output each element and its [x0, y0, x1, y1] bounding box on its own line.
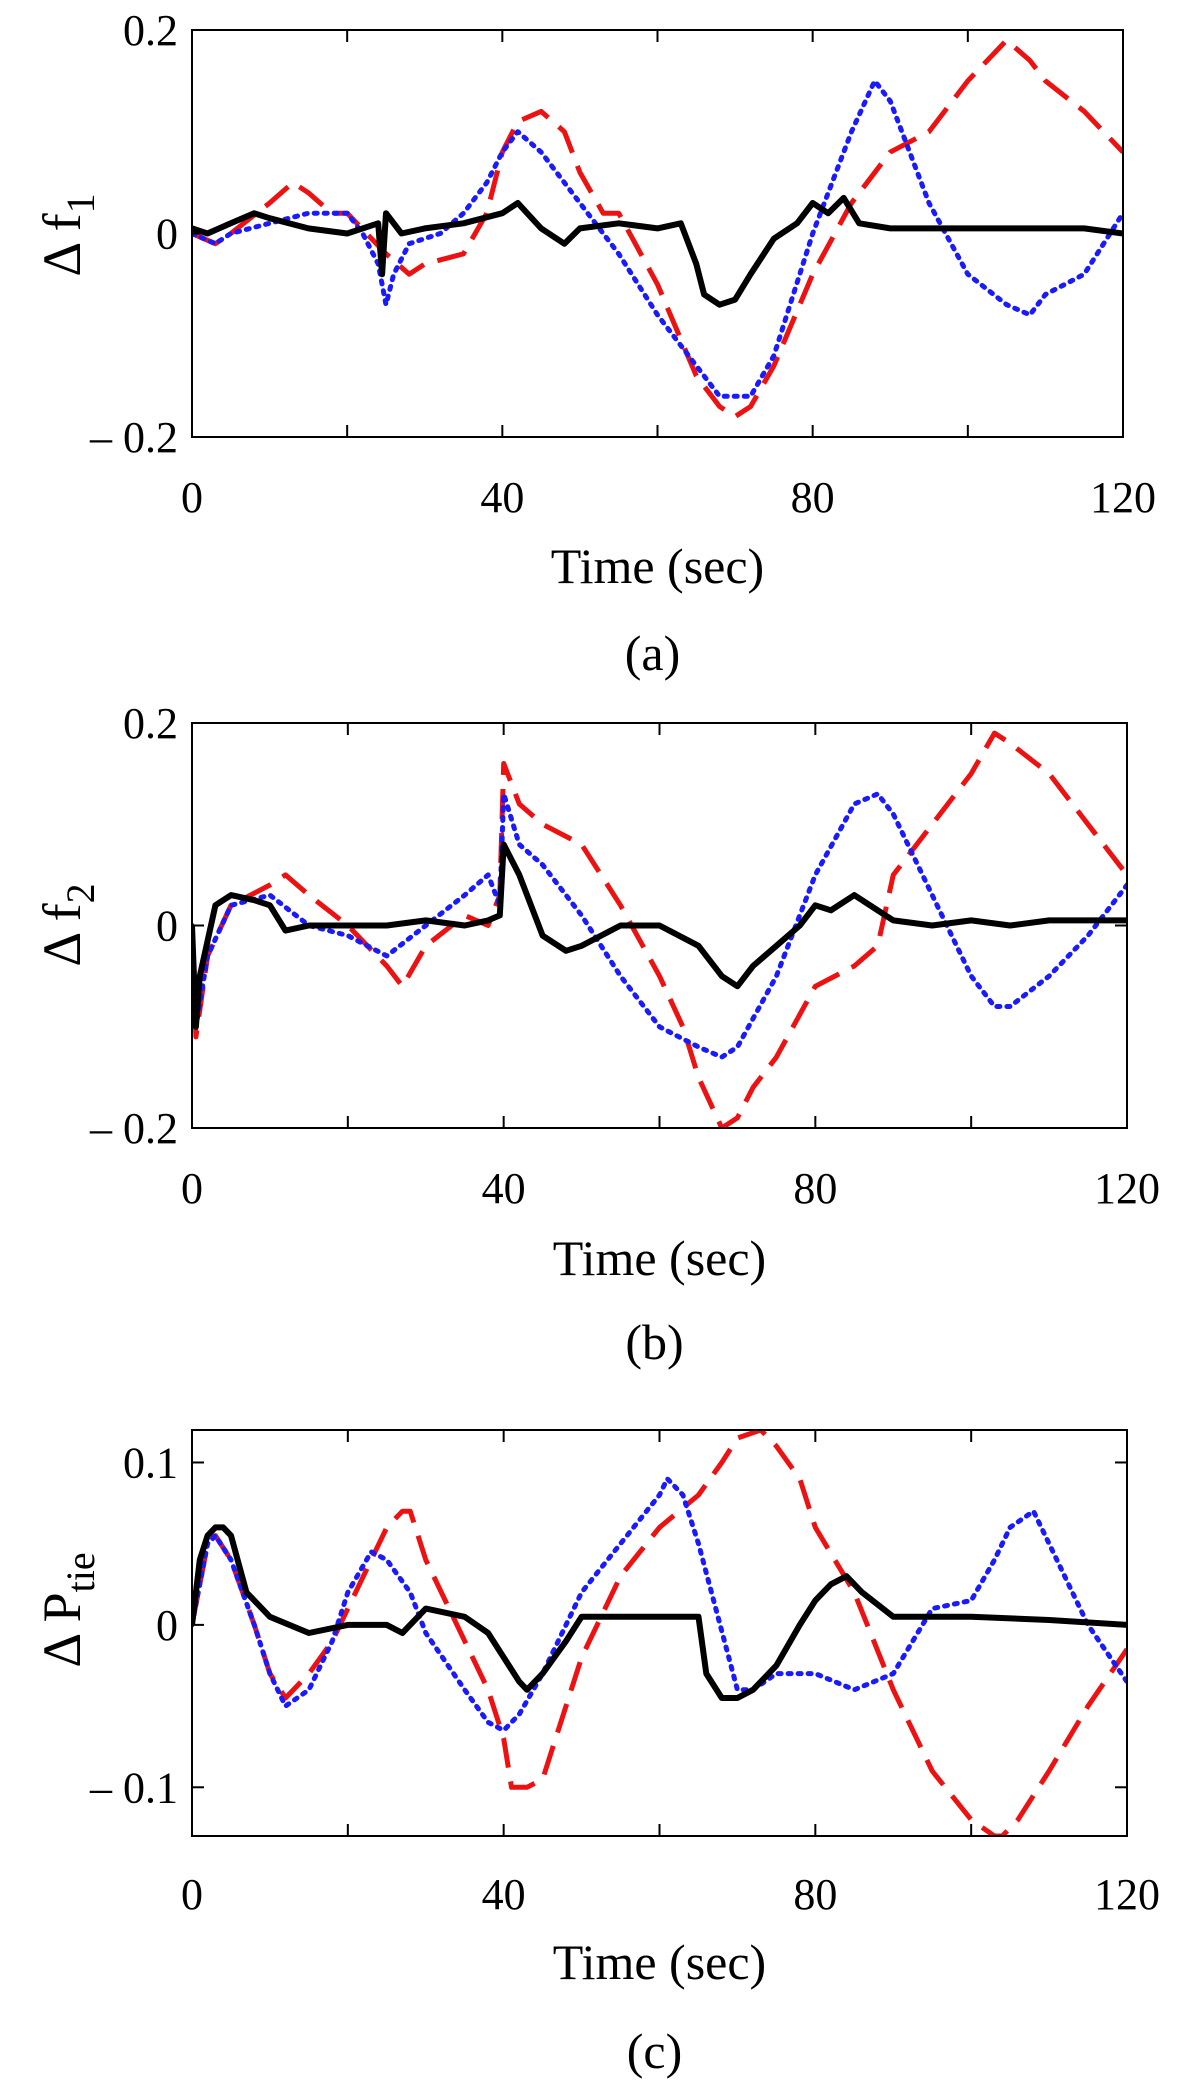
x-axis-label: Time (sec) — [553, 1230, 766, 1286]
y-axis-label-subscript: tie — [58, 1552, 103, 1592]
series-group — [192, 730, 1127, 1128]
x-tick-label: 0 — [181, 1164, 203, 1213]
y-axis-label-main: Δ f — [32, 903, 92, 966]
x-tick-label: 40 — [482, 1164, 526, 1213]
y-tick-label: 0.2 — [123, 699, 178, 748]
y-tick-label: – 0.2 — [89, 413, 178, 462]
series-line-solid — [192, 841, 1127, 1030]
y-tick-label: 0.1 — [123, 1438, 178, 1487]
y-tick-label: 0 — [156, 1601, 178, 1650]
series-group — [192, 1430, 1127, 1836]
x-axis-label: Time (sec) — [551, 538, 764, 594]
series-line-dotted — [192, 78, 1123, 399]
series-group — [192, 37, 1123, 420]
series-line-solid — [192, 1524, 1127, 1701]
y-tick-label: – 0.2 — [89, 1104, 178, 1153]
series-line-dotted — [192, 1476, 1127, 1733]
y-axis-label-main: Δ P — [32, 1592, 92, 1667]
y-tick-label: 0 — [156, 210, 178, 259]
panel-c: 0 40 80 120 – 0.1 0 0.1 Time (sec) (c) Δ Ptie — [32, 1429, 1160, 2079]
y-axis-label-subscript: 1 — [58, 193, 103, 213]
y-axis-label: Δ f1 — [32, 193, 103, 276]
y-axis-label: Δ f2 — [32, 883, 103, 966]
y-axis-label: Δ Ptie — [32, 1552, 103, 1667]
x-tick-label: 0 — [181, 1870, 203, 1919]
x-tick-label: 80 — [793, 1164, 837, 1213]
series-line-dashed — [192, 1430, 1127, 1836]
series-line-solid — [192, 194, 1123, 308]
series-line-dashed — [192, 730, 1127, 1128]
series-line-dashed — [192, 37, 1123, 420]
x-tick-label: 40 — [482, 1870, 526, 1919]
panel-caption: (c) — [627, 2023, 683, 2079]
y-tick-label: – 0.1 — [89, 1763, 178, 1812]
x-tick-label: 120 — [1094, 1870, 1160, 1919]
y-tick-label: 0 — [156, 902, 178, 951]
y-axis-label-main: Δ f — [32, 213, 92, 276]
x-tick-label: 80 — [793, 1870, 837, 1919]
x-tick-label: 0 — [181, 473, 203, 522]
series-line-dotted — [192, 791, 1127, 1060]
x-tick-label: 120 — [1090, 473, 1156, 522]
panel-caption: (b) — [625, 1314, 683, 1370]
panel-caption: (a) — [625, 625, 681, 681]
axes-box — [191, 1429, 1128, 1837]
y-axis-label-subscript: 2 — [58, 883, 103, 903]
x-tick-label: 120 — [1094, 1164, 1160, 1213]
x-tick-label: 40 — [480, 473, 524, 522]
x-axis-label: Time (sec) — [553, 1934, 766, 1990]
y-tick-label: 0.2 — [123, 6, 178, 55]
x-tick-label: 80 — [791, 473, 835, 522]
